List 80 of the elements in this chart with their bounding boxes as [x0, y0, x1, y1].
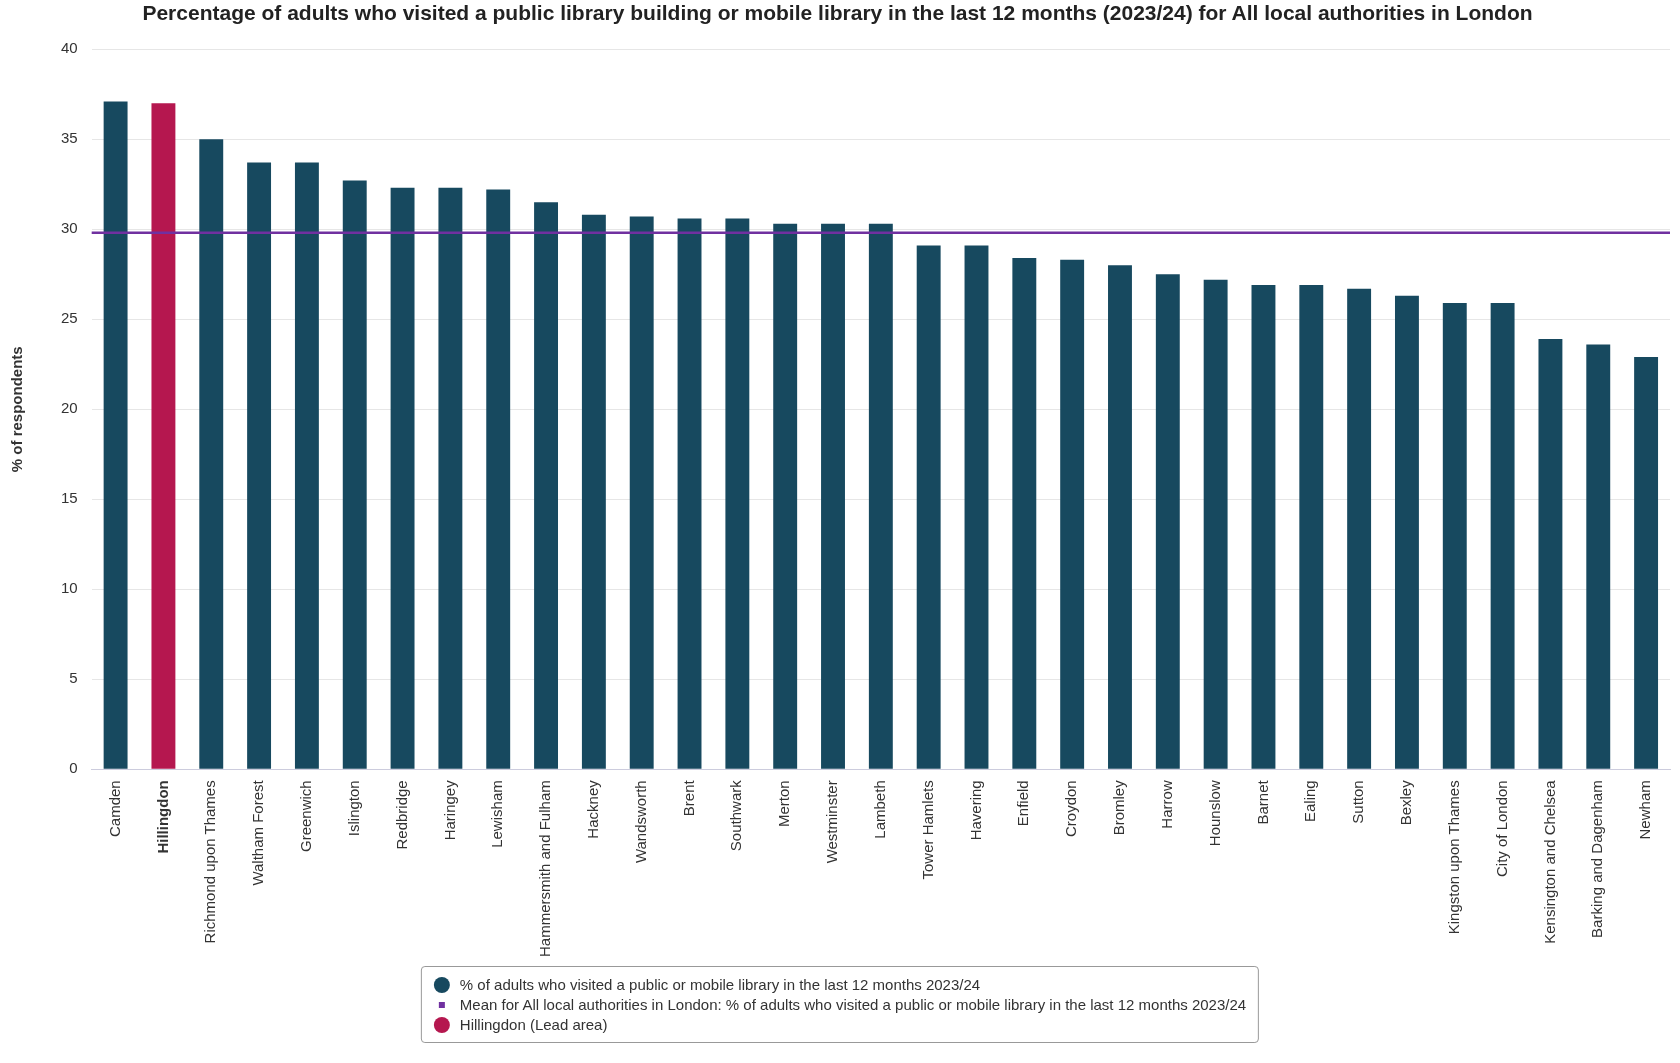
bar — [486, 189, 511, 769]
bar — [151, 103, 176, 769]
x-tick-label: Bromley — [1110, 779, 1128, 836]
x-tick-label: Hackney — [584, 779, 602, 839]
bar — [534, 202, 559, 769]
x-tick-label: Barnet — [1253, 779, 1271, 825]
bar — [1251, 285, 1276, 769]
bar — [1108, 265, 1132, 769]
bar — [390, 187, 415, 769]
y-tick-label: 35 — [61, 129, 78, 147]
bar — [294, 162, 319, 769]
bar — [677, 218, 702, 769]
bar — [1586, 344, 1611, 769]
bar — [964, 245, 989, 769]
bar — [821, 223, 845, 769]
x-tick-label: Harrow — [1157, 780, 1175, 829]
bar — [438, 187, 463, 769]
x-tick-label: Westminster — [823, 780, 841, 864]
x-tick-label: Merton — [775, 780, 793, 827]
y-tick-label: 20 — [61, 399, 78, 417]
bar — [342, 180, 367, 769]
bar — [1347, 288, 1372, 769]
y-axis-title: % of respondents — [8, 346, 26, 473]
bar — [1060, 259, 1085, 769]
x-tick-label: Ealing — [1301, 780, 1319, 822]
y-tick-label: 30 — [61, 219, 78, 237]
y-tick-label: 0 — [69, 759, 78, 777]
bar — [247, 162, 272, 769]
x-tick-label: Lewisham — [488, 780, 506, 848]
x-tick-label: Waltham Forest — [249, 779, 267, 886]
bar — [1442, 303, 1467, 769]
bar — [1299, 285, 1324, 769]
y-tick-label: 5 — [69, 669, 78, 687]
x-tick-label: Southwark — [727, 779, 745, 852]
bar — [1634, 357, 1659, 769]
bar — [103, 101, 128, 769]
bar — [773, 223, 798, 769]
bar — [1394, 295, 1419, 769]
bar — [629, 216, 654, 769]
x-tick-label: City of London — [1492, 780, 1510, 878]
x-tick-label: Hounslow — [1205, 780, 1223, 847]
x-tick-label: Havering — [966, 780, 984, 841]
legend-label: Mean for All local authorities in London: % of adults who visited a public or mobile library in the last 12 months 2023/24 — [459, 996, 1247, 1013]
x-tick-label: Kingston upon Thames — [1444, 780, 1462, 935]
x-tick-label: Hillingdon — [153, 780, 171, 854]
y-tick-label: 25 — [61, 309, 78, 327]
bar — [1203, 279, 1228, 769]
y-tick-label: 40 — [61, 39, 78, 57]
x-tick-label: Haringey — [440, 779, 458, 841]
bar — [868, 223, 893, 769]
x-tick-label: Enfield — [1014, 780, 1032, 827]
x-tick-label: Greenwich — [297, 780, 315, 852]
bar — [916, 245, 941, 769]
x-tick-label: Redbridge — [392, 780, 410, 850]
legend-label: Hillingdon (Lead area) — [459, 1016, 608, 1033]
chart-title: Percentage of adults who visited a public library building or mobile library in the last 12 months (2023/24) for All local authorities in London — [142, 1, 1533, 25]
legend-label: % of adults who visited a public or mobile library in the last 12 months 2023/24 — [459, 976, 981, 993]
x-tick-label: Camden — [105, 780, 123, 837]
x-tick-label: Sutton — [1349, 780, 1367, 824]
x-tick-label: Croydon — [1062, 780, 1080, 837]
x-tick-label: Kensington and Chelsea — [1540, 779, 1558, 944]
bar — [199, 139, 224, 769]
x-tick-label: Bexley — [1397, 779, 1415, 826]
y-tick-label: 15 — [61, 489, 78, 507]
x-tick-label: Wandsworth — [631, 780, 649, 864]
x-tick-label: Richmond upon Thames — [201, 780, 219, 944]
bar — [581, 214, 606, 769]
x-tick-label: Hammersmith and Fulham — [536, 780, 554, 957]
y-tick-label: 10 — [61, 579, 78, 597]
bar — [1012, 258, 1037, 769]
bar — [1538, 339, 1563, 769]
x-tick-label: Lambeth — [870, 780, 888, 839]
x-tick-label: Islington — [344, 780, 362, 837]
bar — [1490, 303, 1515, 769]
x-tick-label: Tower Hamlets — [918, 780, 936, 880]
bar — [725, 218, 750, 769]
x-tick-label: Newham — [1636, 780, 1654, 840]
bar — [1155, 274, 1180, 769]
x-tick-label: Barking and Dagenham — [1588, 780, 1606, 938]
x-tick-label: Brent — [679, 779, 697, 817]
